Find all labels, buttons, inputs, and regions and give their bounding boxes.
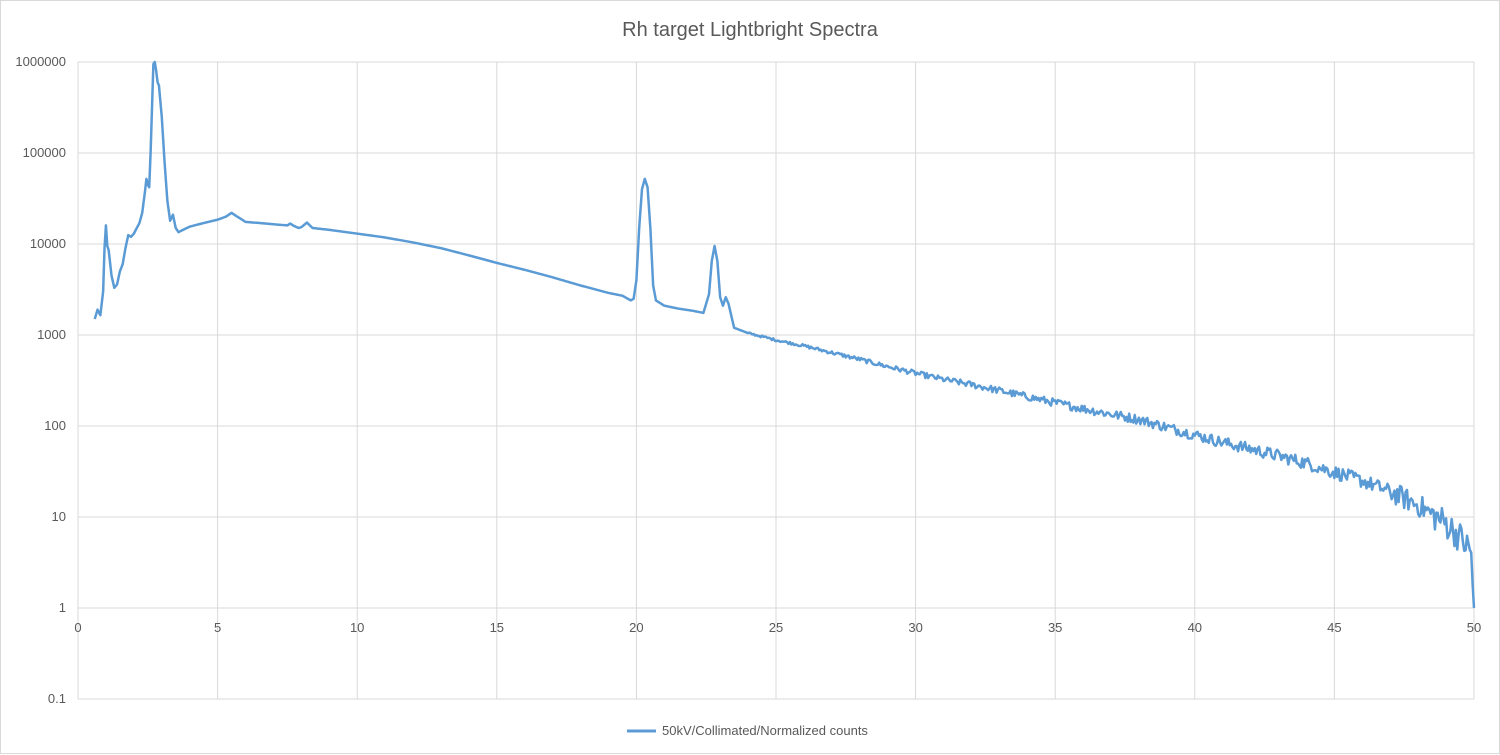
y-tick-label: 10000 xyxy=(30,236,66,251)
y-tick-label: 1000 xyxy=(37,327,66,342)
x-tick-label: 30 xyxy=(908,620,922,635)
legend: 50kV/Collimated/Normalized counts xyxy=(627,723,868,738)
x-tick-label: 15 xyxy=(490,620,504,635)
x-tick-label: 0 xyxy=(74,620,81,635)
chart-title: Rh target Lightbright Spectra xyxy=(622,19,879,41)
series-line xyxy=(93,60,1476,609)
y-tick-label: 100 xyxy=(44,418,66,433)
x-tick-label: 40 xyxy=(1188,620,1202,635)
x-axis-tick-labels: 0 5 10 15 20 25 30 35 40 45 50 xyxy=(74,620,1481,635)
x-tick-label: 35 xyxy=(1048,620,1062,635)
x-tick-label: 5 xyxy=(214,620,221,635)
series-layer xyxy=(93,60,1476,609)
y-tick-label: 1 xyxy=(59,600,66,615)
x-tick-label: 20 xyxy=(629,620,643,635)
x-tick-label: 45 xyxy=(1327,620,1341,635)
x-tick-label: 25 xyxy=(769,620,783,635)
x-tick-label: 10 xyxy=(350,620,364,635)
grid xyxy=(77,61,1475,700)
x-tick-label: 50 xyxy=(1467,620,1481,635)
y-axis-tick-labels: 0.1 1 10 100 1000 10000 100000 1000000 xyxy=(15,54,66,706)
y-tick-label: 0.1 xyxy=(48,691,66,706)
y-tick-label: 10 xyxy=(52,509,66,524)
y-tick-label: 1000000 xyxy=(15,54,66,69)
legend-label: 50kV/Collimated/Normalized counts xyxy=(662,723,868,738)
y-tick-label: 100000 xyxy=(23,145,66,160)
